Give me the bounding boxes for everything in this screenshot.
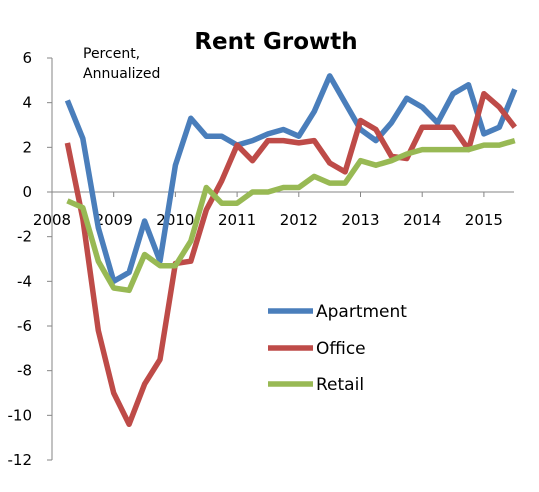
series-layer — [64, 73, 518, 428]
x-tick-label: 2011 — [218, 211, 256, 229]
y-axis-label-line-2: Annualized — [83, 66, 160, 82]
y-tick-label: -12 — [8, 451, 33, 469]
y-axis-label-line-1: Percent, — [83, 46, 140, 62]
legend: Apartment Office Retail — [268, 302, 407, 395]
series-line-apartment — [64, 73, 518, 285]
y-tick-label: 4 — [22, 94, 32, 112]
y-tick-label: -2 — [17, 228, 32, 246]
x-tick-label: 2009 — [95, 211, 133, 229]
y-tick-label: -6 — [17, 317, 32, 335]
series-line-office — [64, 90, 517, 428]
x-tick-label: 2012 — [280, 211, 318, 229]
x-tick-label: 2008 — [33, 211, 71, 229]
y-tick-label: -8 — [17, 362, 32, 380]
legend-label-office: Office — [316, 339, 366, 359]
x-tick-label: 2013 — [341, 211, 379, 229]
chart-title: Rent Growth — [194, 29, 357, 55]
y-tick-label: 0 — [22, 183, 32, 201]
y-tick-label: 6 — [22, 49, 32, 67]
y-tick-label: 2 — [22, 138, 32, 156]
axes: 6 4 2 0 -2 -4 -6 -8 -10 -12 2008 2009 2010 2011 2012 20… — [8, 49, 514, 469]
x-tick-label: 2010 — [156, 211, 194, 229]
legend-label-apartment: Apartment — [316, 302, 407, 322]
x-tick-label: 2015 — [465, 211, 503, 229]
y-tick-label: -10 — [8, 406, 33, 424]
series-line-retail — [66, 137, 516, 294]
legend-label-retail: Retail — [316, 375, 364, 395]
y-tick-label: -4 — [17, 272, 32, 290]
x-tick-label: 2014 — [403, 211, 441, 229]
